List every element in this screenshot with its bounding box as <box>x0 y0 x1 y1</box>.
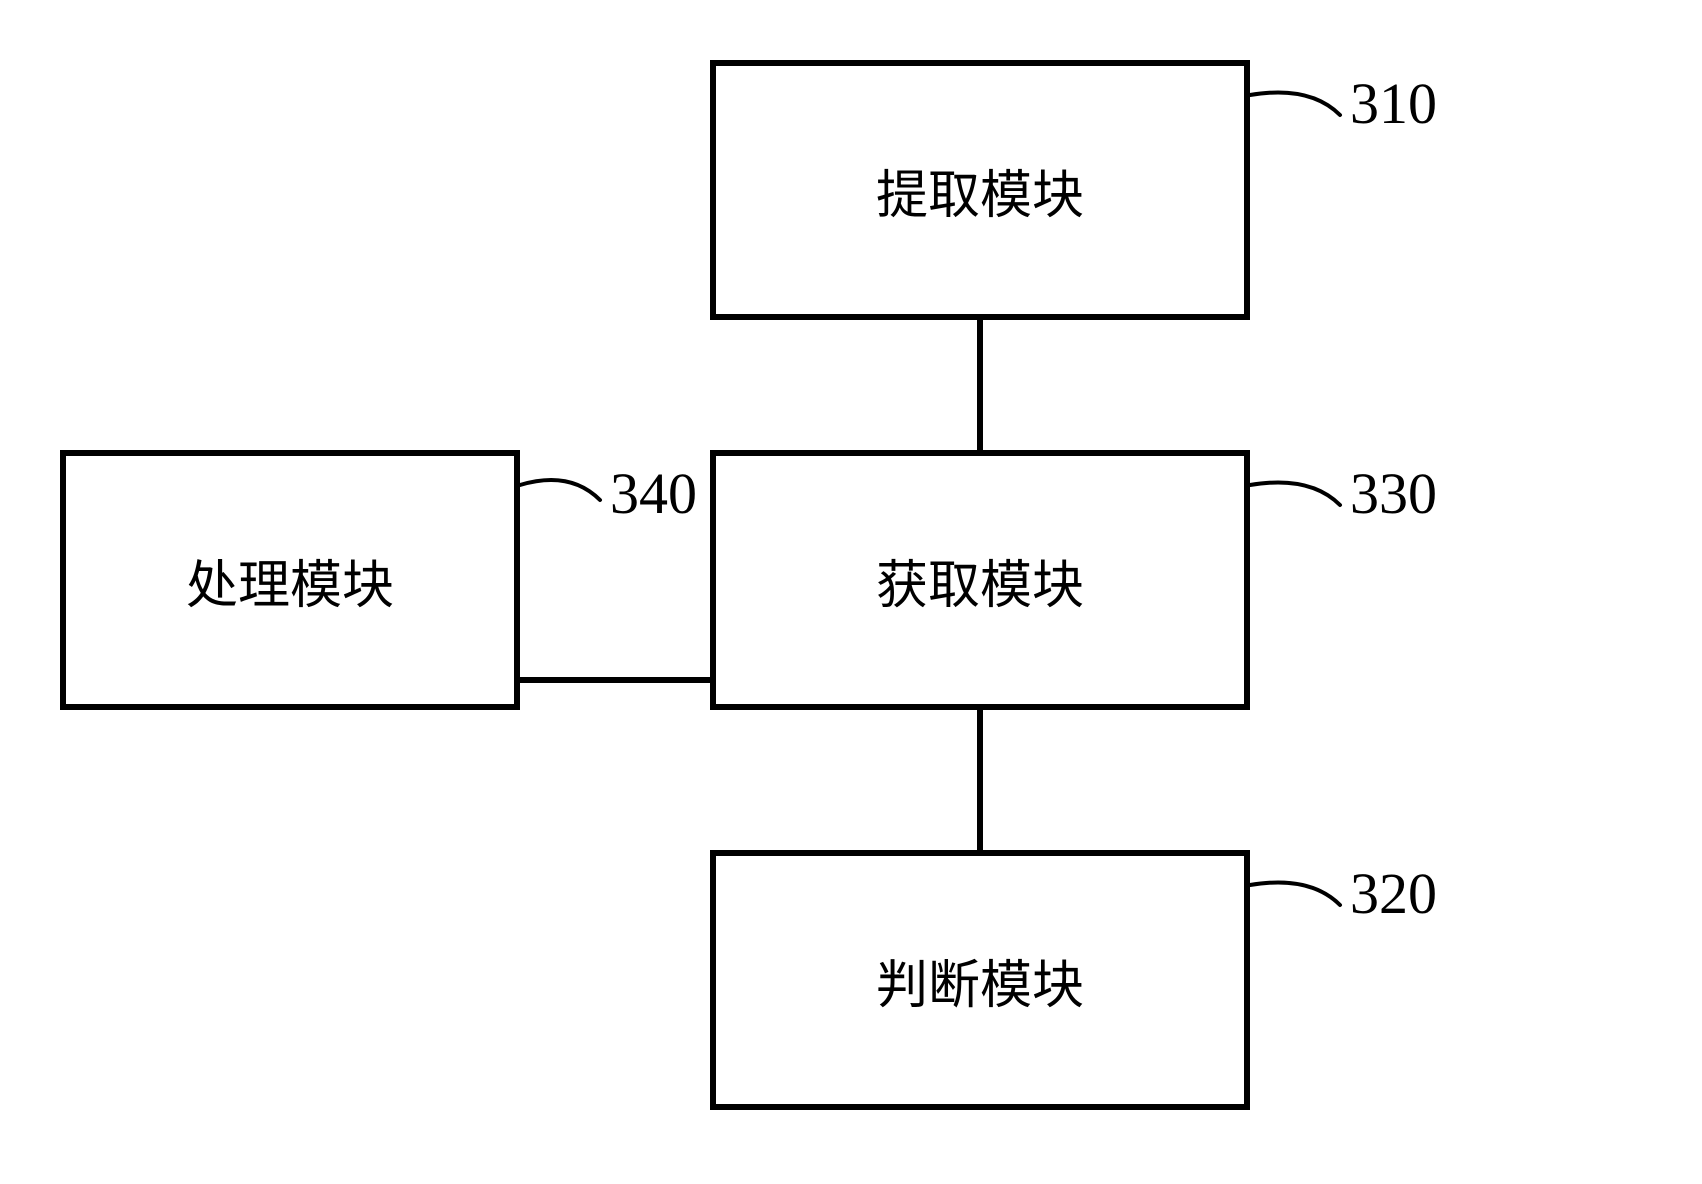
ref-label-330: 330 <box>1350 460 1437 527</box>
ref-label-340: 340 <box>610 460 697 527</box>
node-judge-module: 判断模块 <box>710 850 1250 1110</box>
node-label-process: 处理模块 <box>186 543 394 618</box>
ref-label-320: 320 <box>1350 860 1437 927</box>
node-label-acquire: 获取模块 <box>876 543 1084 618</box>
node-label-judge: 判断模块 <box>876 943 1084 1018</box>
node-label-extract: 提取模块 <box>876 153 1084 228</box>
node-process-module: 处理模块 <box>60 450 520 710</box>
node-acquire-module: 获取模块 <box>710 450 1250 710</box>
diagram-canvas: 提取模块 310 获取模块 330 判断模块 320 处理模块 340 <box>0 0 1702 1184</box>
node-extract-module: 提取模块 <box>710 60 1250 320</box>
ref-label-310: 310 <box>1350 70 1437 137</box>
